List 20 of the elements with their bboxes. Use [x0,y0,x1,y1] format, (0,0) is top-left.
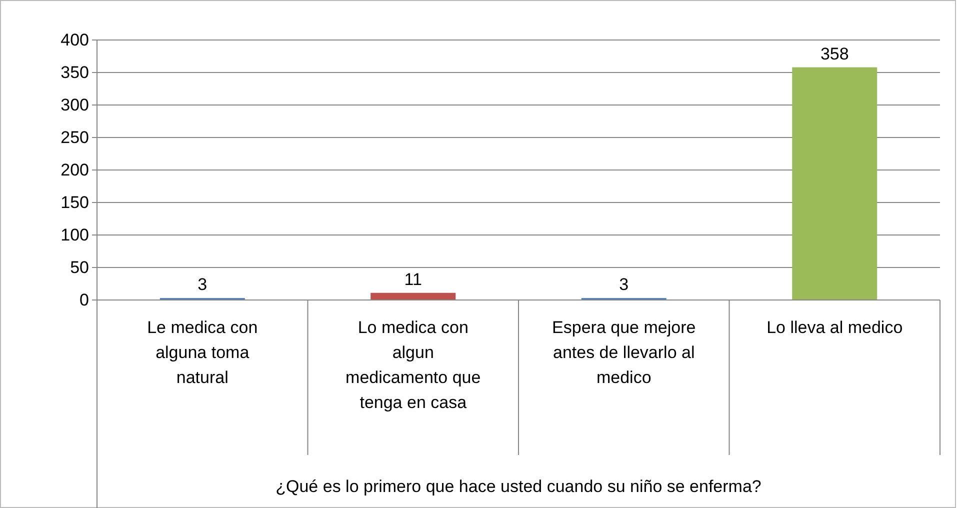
y-tick-label: 150 [60,192,89,212]
x-tick-label: Lo medica con algun medicamento que tenga en casa [346,318,481,412]
y-tick-label: 300 [60,95,89,114]
bar [370,292,456,300]
data-label: 3 [198,275,208,294]
y-tick-label: 50 [70,258,89,277]
x-tick-label: Lo lleva al medico [766,318,903,337]
data-label: 358 [820,44,849,64]
y-tick-label: 0 [80,290,89,310]
y-tick-label: 200 [60,160,89,180]
y-tick-label: 100 [60,225,89,244]
y-tick-label: 400 [60,30,89,50]
x-tick-label: Le medica con alguna toma natural [147,318,258,387]
bar [792,67,878,300]
text: ¿Qué es lo primero que hace usted cuando su niño se enferma? [276,477,762,496]
y-tick-label: 250 [60,128,89,147]
data-label: 3 [619,275,629,294]
data-label: 11 [404,270,422,289]
x-tick-label: Espera que mejore antes de llevarlo al medico [552,318,696,387]
y-tick-label: 350 [60,62,89,82]
